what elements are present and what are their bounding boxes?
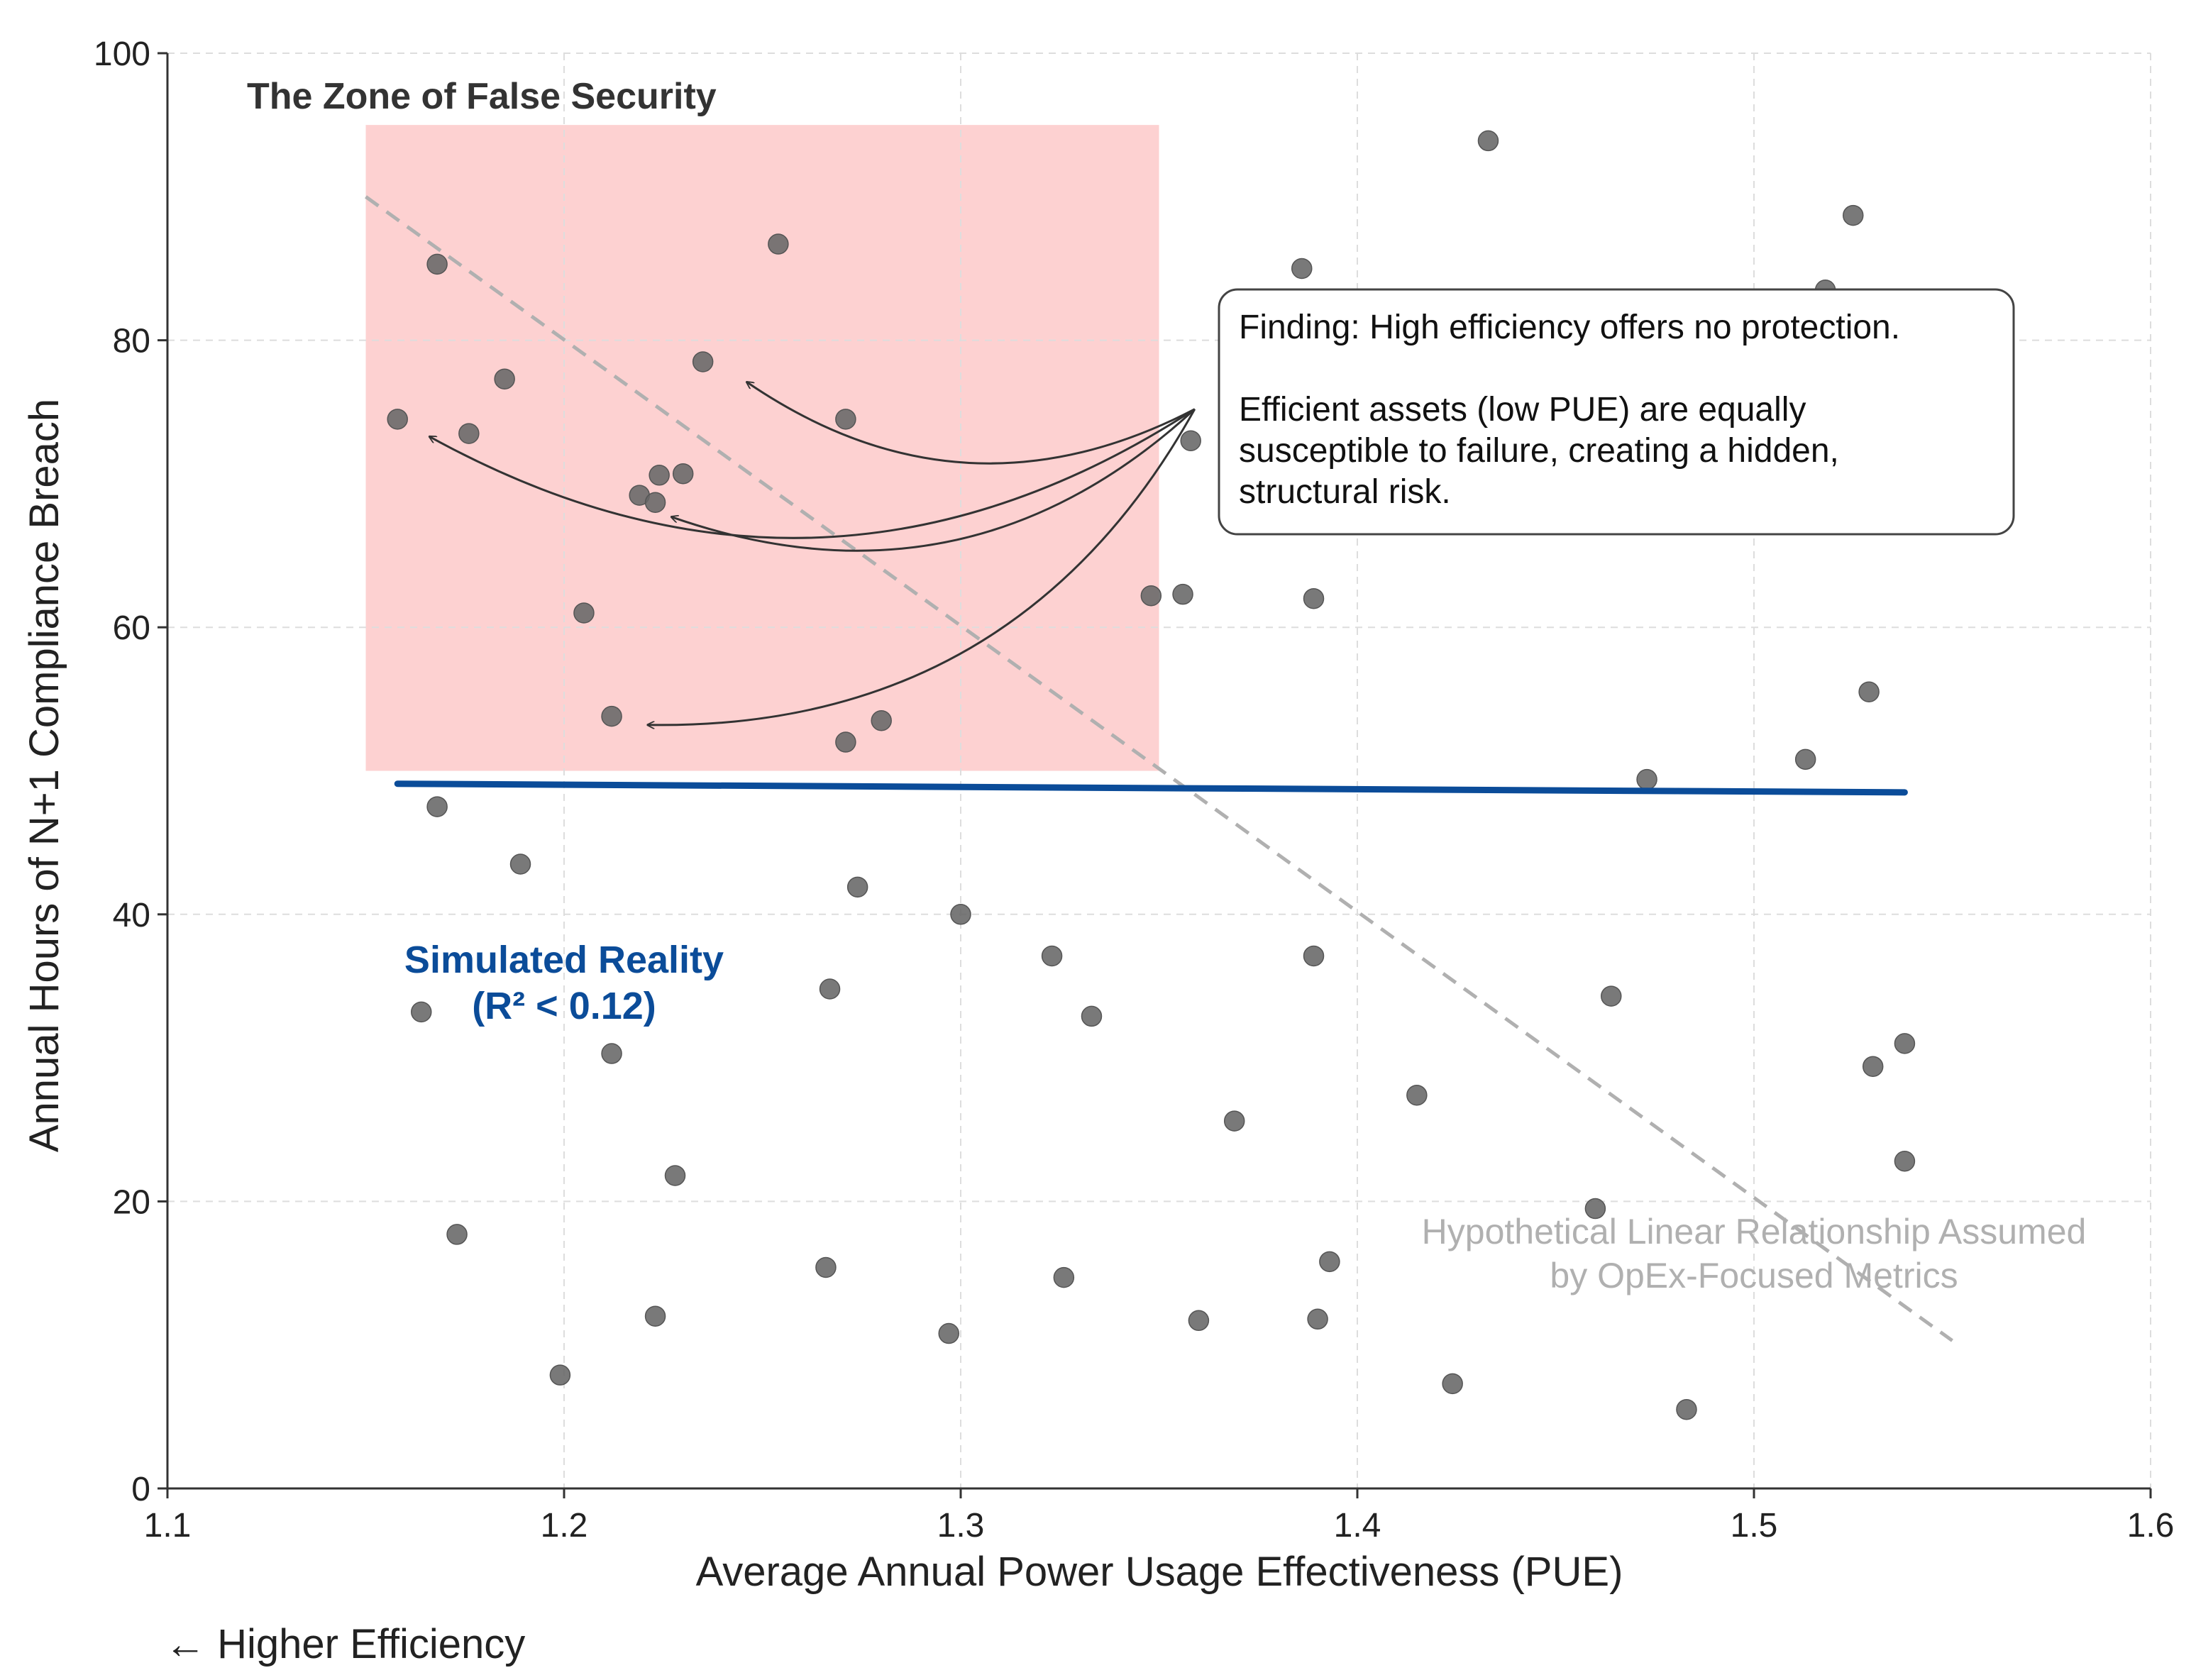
data-point — [950, 904, 971, 925]
y-tick-label: 0 — [131, 1471, 150, 1508]
x-tick-label: 1.3 — [937, 1507, 985, 1544]
data-point — [509, 853, 531, 875]
data-point — [1636, 768, 1657, 790]
data-point — [1303, 945, 1325, 967]
data-point — [1041, 945, 1063, 967]
data-point — [1223, 1110, 1245, 1132]
hypothetical-trend-line — [365, 195, 1953, 1342]
data-point — [446, 1224, 468, 1245]
data-point — [1140, 585, 1162, 607]
x-tick-label: 1.4 — [1334, 1507, 1381, 1544]
y-tick-label: 20 — [113, 1183, 150, 1221]
y-tick-label: 60 — [113, 609, 150, 647]
data-point — [1794, 748, 1816, 770]
y-tick-label: 40 — [113, 897, 150, 934]
callout-line-3: susceptible to failure, creating a hidde… — [1239, 432, 1839, 470]
data-point — [1303, 587, 1325, 609]
callout-line-1: Finding: High efficiency offers no prote… — [1239, 309, 1900, 346]
callout-arrow — [746, 382, 1196, 465]
data-point — [1406, 1084, 1428, 1106]
data-point — [835, 731, 856, 753]
finding-callout: Finding: High efficiency offers no prote… — [1218, 288, 2015, 536]
data-point — [494, 368, 515, 389]
data-point — [1053, 1266, 1075, 1288]
data-point — [601, 1043, 622, 1064]
data-point — [1188, 1310, 1210, 1332]
data-point — [768, 233, 789, 255]
callout-arrow — [671, 408, 1196, 552]
data-point — [1319, 1251, 1340, 1273]
data-point — [426, 796, 448, 817]
callout-arrow — [647, 408, 1196, 725]
data-point — [411, 1001, 432, 1023]
data-point — [846, 876, 868, 898]
x-tick-label: 1.2 — [541, 1507, 588, 1544]
callout-line-4: structural risk. — [1239, 473, 1451, 511]
data-point — [387, 409, 408, 430]
data-point — [672, 463, 694, 485]
data-point — [426, 253, 448, 275]
data-point — [601, 705, 622, 727]
data-point — [1291, 258, 1313, 280]
data-point — [938, 1322, 959, 1344]
data-point — [871, 709, 892, 731]
data-point — [644, 1305, 666, 1327]
y-tick-label: 100 — [94, 35, 150, 73]
x-tick-label: 1.5 — [1731, 1507, 1778, 1544]
data-point — [1307, 1308, 1328, 1330]
y-axis-title: Annual Hours of N+1 Compliance Breach — [21, 399, 67, 1152]
data-point — [1862, 1056, 1884, 1077]
x-tick-label: 1.1 — [144, 1507, 192, 1544]
callout-arrow — [429, 408, 1196, 539]
data-point — [664, 1165, 686, 1186]
data-point — [1894, 1151, 1916, 1172]
data-point — [692, 351, 714, 372]
hypothetical-label-line-2: by OpEx-Focused Metrics — [1550, 1256, 1958, 1295]
data-point — [819, 978, 841, 1000]
data-point — [644, 492, 666, 513]
finding-callout-box — [1218, 288, 2015, 536]
data-point — [649, 465, 670, 486]
data-point — [1676, 1398, 1697, 1420]
data-point — [1081, 1005, 1103, 1027]
data-point — [1477, 130, 1499, 152]
axes: 1.1 1.2 1.3 1.4 1.5 1.6 0 20 40 60 80 100 — [94, 35, 2174, 1544]
data-point — [573, 602, 595, 624]
data-point — [1180, 430, 1201, 451]
data-point — [1601, 985, 1622, 1007]
callout-line-2: Efficient assets (low PUE) are equally — [1239, 391, 1806, 429]
data-point — [1843, 204, 1864, 226]
zone-of-false-security — [365, 125, 1159, 771]
data-point — [1858, 681, 1880, 702]
data-point — [835, 409, 856, 430]
data-point — [549, 1364, 571, 1386]
x-tick-label: 1.6 — [2127, 1507, 2175, 1544]
r-squared-label: (R² < 0.12) — [472, 985, 656, 1027]
zone-title: The Zone of False Security — [247, 76, 717, 117]
data-point — [1584, 1198, 1606, 1220]
hypothetical-label-line-1: Hypothetical Linear Relationship Assumed — [1422, 1212, 2087, 1251]
data-point — [815, 1256, 837, 1278]
callout-arrows — [429, 382, 1196, 725]
simulated-reality-label: Simulated Reality — [404, 939, 724, 981]
x-axis-title: Average Annual Power Usage Effectiveness… — [696, 1549, 1623, 1595]
simulated-reality-trend-line — [394, 780, 1908, 796]
data-point — [1172, 583, 1193, 605]
higher-efficiency-hint: ← Higher Efficiency — [165, 1621, 525, 1667]
data-point — [1442, 1373, 1463, 1395]
data-point — [1894, 1033, 1916, 1054]
y-tick-label: 80 — [113, 323, 150, 360]
data-point — [458, 423, 480, 444]
